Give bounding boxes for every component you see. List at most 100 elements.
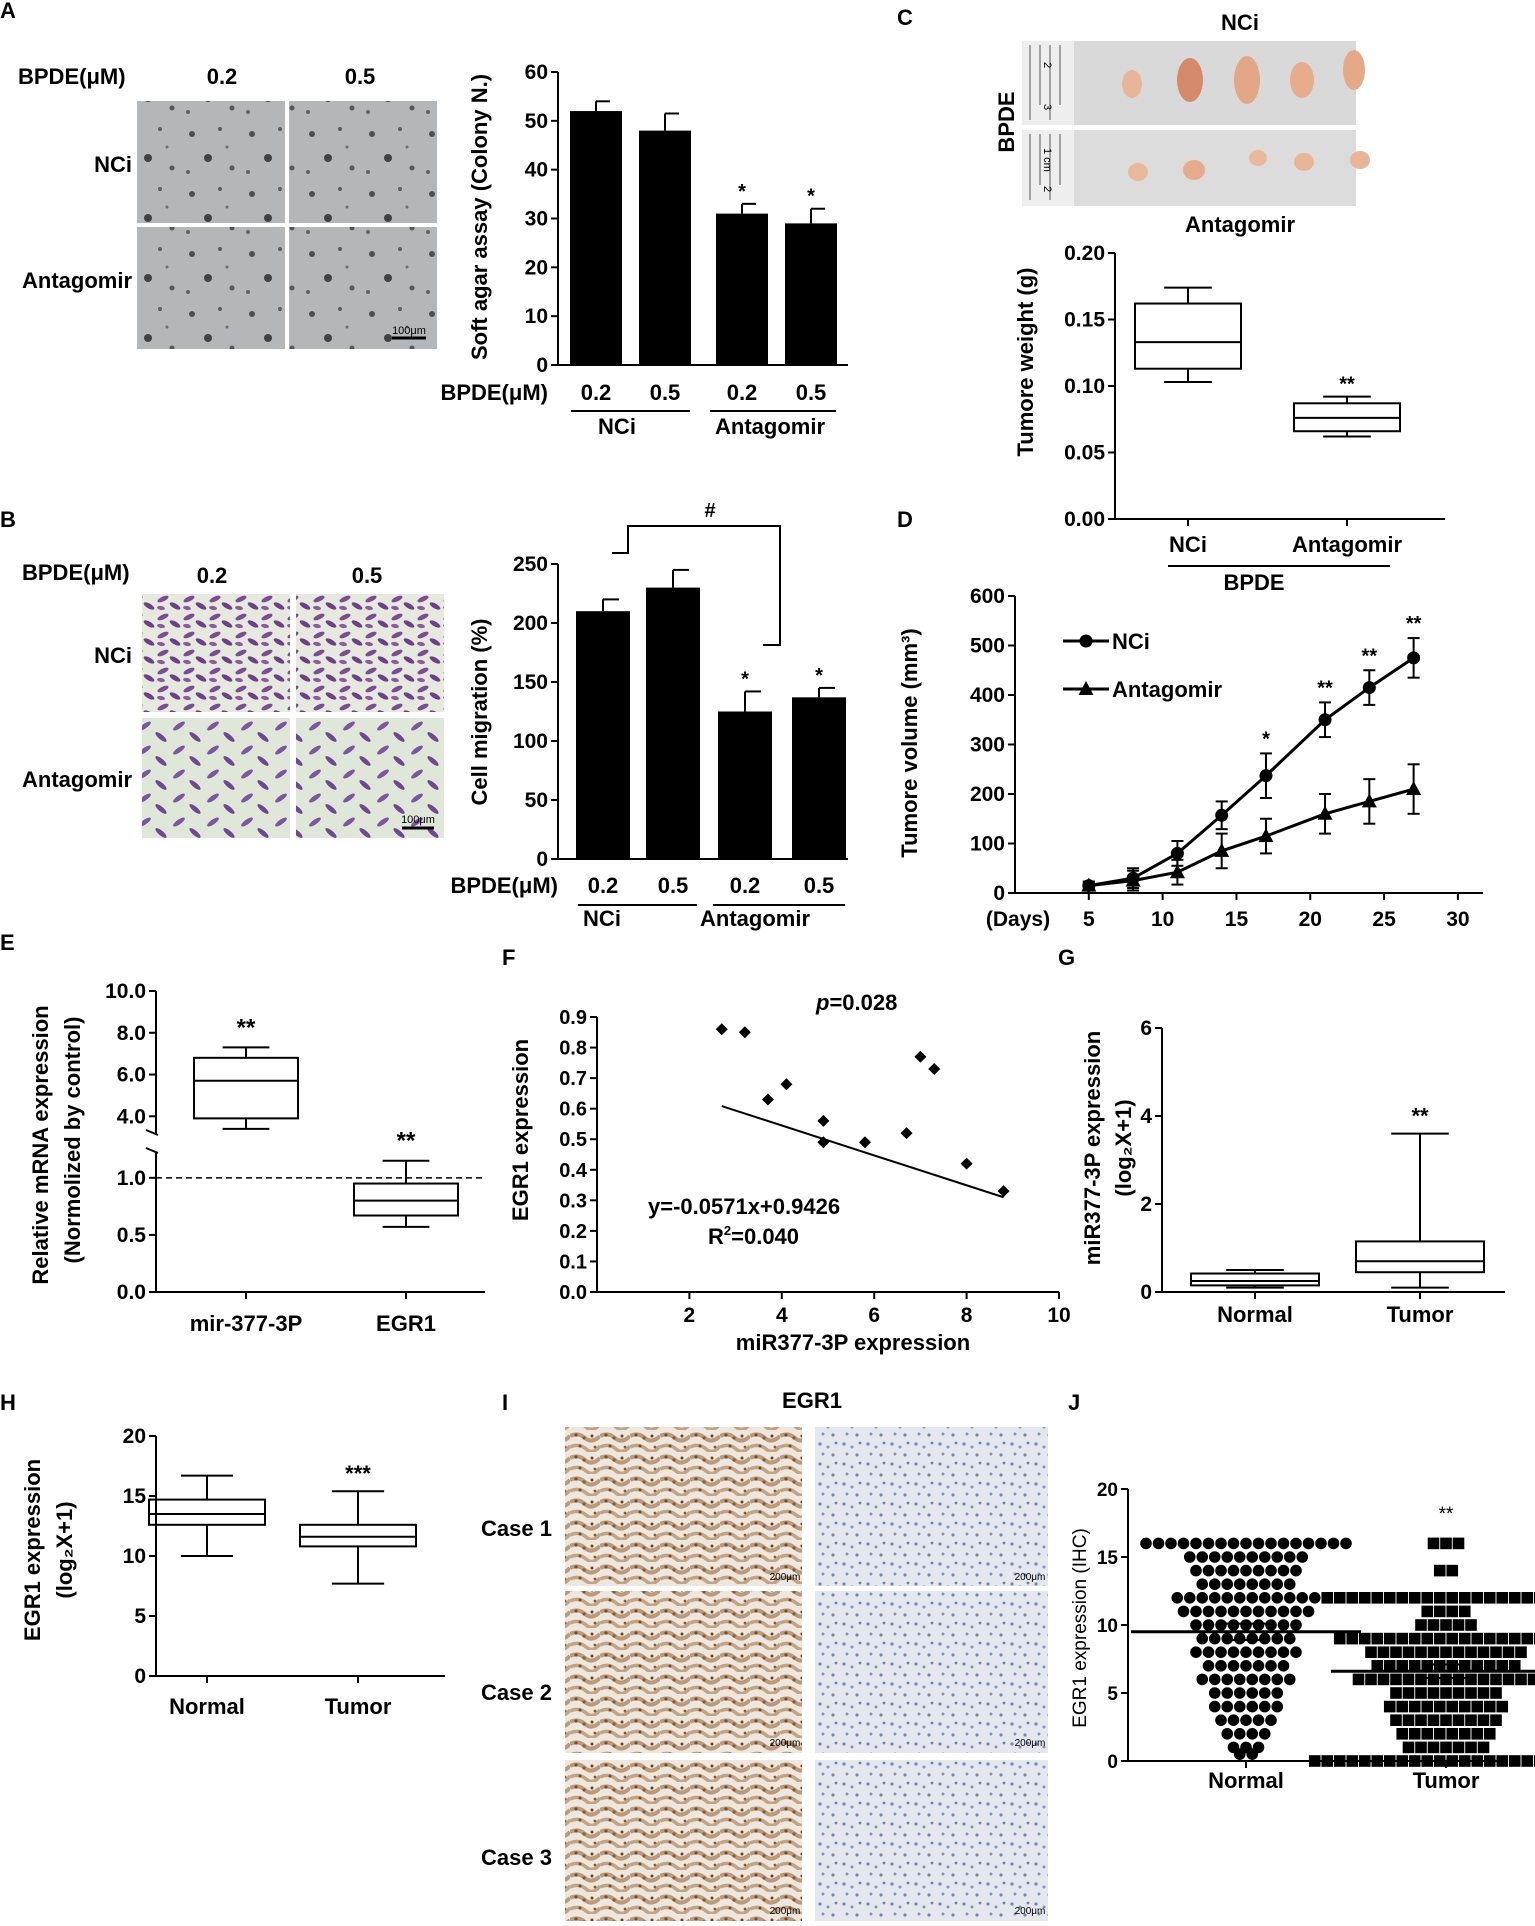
data-point: [1421, 1700, 1434, 1713]
data-point: [1346, 1755, 1359, 1767]
data-point: [1321, 1592, 1334, 1604]
data-point: [1221, 1578, 1234, 1590]
data-point: [1421, 1660, 1434, 1672]
data-point: [1246, 1728, 1259, 1740]
panel-letter-f: F: [502, 945, 515, 970]
panel-b-row-antagomir: Antagomir: [22, 767, 132, 792]
panel-a-dose-2: 0.5: [345, 64, 376, 89]
data-point: [1377, 1646, 1390, 1658]
data-point: [1477, 1687, 1490, 1699]
data-point: [1202, 1564, 1215, 1577]
panel-b-micrographs: BPDE(μM) 0.2 0.5 NCi Antagomir 100μm: [22, 560, 444, 838]
ihc-image-case2-normal: [565, 1591, 802, 1753]
legend-label: NCi: [1112, 629, 1150, 654]
scale-bar-label: 200μm: [1015, 1738, 1046, 1749]
data-point: [1233, 1551, 1246, 1563]
data-point: [1483, 1728, 1496, 1740]
data-point: [1246, 1673, 1259, 1686]
y-tick-label: 10: [1097, 1616, 1118, 1637]
data-point: [1452, 1687, 1465, 1699]
x-tick-label: Tumor: [1387, 1302, 1454, 1327]
data-point: [1208, 1551, 1221, 1563]
x-tick-label: 0.5: [804, 873, 835, 898]
ruler: [1022, 41, 1074, 125]
data-point: [1415, 1619, 1427, 1631]
y-tick-label: 600: [970, 585, 1005, 608]
panel-letter-e: E: [0, 930, 15, 955]
data-point: [1271, 1551, 1284, 1563]
panel-b-bar-chart: 0 50 100 150 200 250 Cell migration (%) 0.2 0.5 *…: [450, 500, 848, 931]
y-tick-label: 0.0: [117, 1281, 146, 1304]
r-squared-label: R2=0.040: [708, 1223, 799, 1249]
x-axis-prefix: BPDE(μM): [440, 380, 548, 405]
data-point: [1483, 1592, 1496, 1604]
data-point: [1433, 1728, 1446, 1740]
y-axis-title: EGR1 expression: [20, 1459, 45, 1641]
data-point: [1408, 1755, 1421, 1767]
axis-break: [145, 1129, 159, 1136]
data-point: [1221, 1728, 1234, 1740]
box-normal: [148, 1474, 266, 1557]
x-tick-label: Normal: [1217, 1302, 1293, 1327]
data-point: [1265, 1619, 1277, 1631]
x-tick-label: 0.2: [588, 873, 619, 898]
x-tick-label: 10: [1151, 908, 1174, 931]
significance-mark: **: [1339, 374, 1355, 396]
significance-mark: **: [1439, 1504, 1454, 1525]
data-point: [1333, 1592, 1346, 1604]
data-point: [1433, 1700, 1446, 1713]
y-tick-label: 6.0: [117, 1064, 146, 1087]
data-point: [1177, 1537, 1190, 1550]
data-point: [1240, 1564, 1252, 1577]
tumor: [1290, 62, 1314, 98]
data-point: [1383, 1592, 1396, 1604]
data-point: [1277, 1646, 1290, 1658]
crystal-image-nci-05: [296, 594, 444, 712]
data-point: [1258, 1592, 1271, 1604]
data-point: [1421, 1605, 1434, 1618]
panel-i-case-1: Case 1: [481, 1516, 552, 1541]
data-point: [1390, 1714, 1402, 1726]
data-point: [1458, 1660, 1471, 1672]
data-point: [1221, 1632, 1234, 1645]
data-point: [1277, 1537, 1290, 1550]
data-point: [1196, 1673, 1209, 1686]
data-point: [1196, 1632, 1209, 1645]
y-tick-label: 4: [1140, 1105, 1152, 1128]
data-point: [1246, 1632, 1259, 1645]
data-point: [1358, 1755, 1371, 1767]
data-point: [1458, 1632, 1471, 1645]
data-point: [1521, 1592, 1534, 1604]
x-tick-label: 0.5: [650, 380, 681, 405]
data-point: [1440, 1687, 1452, 1699]
data-point: [1252, 1564, 1265, 1577]
y-axis-title: (Normolized by control): [60, 1017, 85, 1264]
data-point: [1265, 1646, 1277, 1658]
data-point: [1258, 1578, 1271, 1590]
data-point: [1471, 1660, 1484, 1672]
y-tick-label: 200: [513, 612, 548, 635]
group-label: NCi: [598, 414, 636, 439]
data-point: [1277, 1564, 1290, 1577]
data-point: [1508, 1632, 1521, 1645]
box-iqr: [299, 1523, 417, 1548]
data-point: [1390, 1673, 1402, 1686]
data-point: [1408, 1632, 1421, 1645]
data-point: [1190, 1564, 1202, 1577]
dots-tumor: [1308, 1537, 1535, 1767]
data-point: [1202, 1605, 1215, 1618]
legend-marker: [1079, 634, 1093, 648]
y-tick-label: 0.9: [559, 1007, 587, 1029]
y-axis-title: Tumore weight (g): [1013, 267, 1038, 456]
panel-a-micrographs: BPDE(μM) 0.2 0.5 NCi Antagomir 100μm: [18, 64, 437, 349]
data-point: [1233, 1700, 1246, 1713]
x-axis-title: miR377-3P expression: [736, 1330, 970, 1355]
y-tick-label: 5: [1107, 1684, 1118, 1705]
panel-j-dot-chart: 0 5 10 15 20 EGR1 expression (IHC) Normal Tumor…: [1070, 1480, 1535, 1793]
legend-label: Antagomir: [1112, 677, 1222, 702]
data-point: [1283, 1578, 1296, 1590]
data-point: [1215, 1537, 1227, 1550]
y-tick-label: 1.0: [117, 1167, 146, 1190]
data-point: [1358, 1592, 1371, 1604]
x-tick-label: Normal: [1208, 1768, 1284, 1793]
